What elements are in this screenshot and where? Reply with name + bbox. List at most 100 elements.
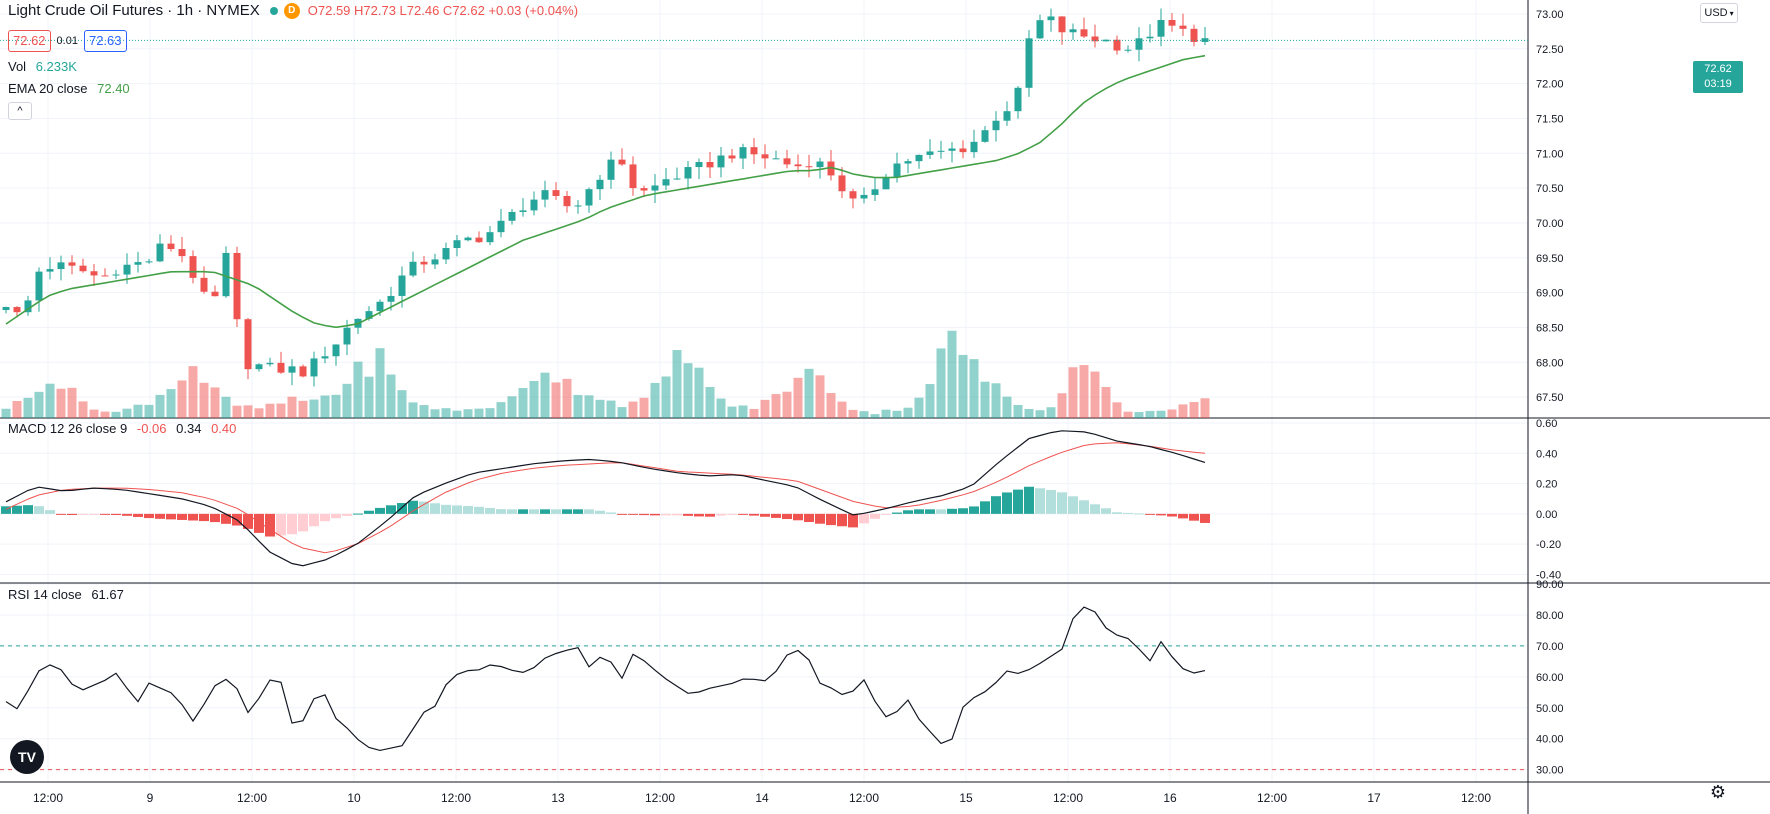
volume-bar (529, 380, 539, 418)
candle-body (651, 185, 659, 191)
volume-legend[interactable]: Vol 6.233K (8, 58, 83, 76)
volume-bar (617, 407, 627, 418)
volume-bar (562, 378, 572, 418)
candle-body (893, 163, 901, 177)
candle-body (827, 161, 835, 176)
rsi-legend[interactable]: RSI 14 close 61.67 (8, 586, 130, 604)
chevron-up-icon: ^ (17, 105, 23, 117)
candle-body (739, 147, 747, 159)
macd-histogram-bar (573, 509, 583, 514)
volume-bar (221, 396, 231, 418)
candle-body (431, 259, 439, 265)
candle-body (684, 167, 692, 179)
macd-histogram-bar (529, 509, 539, 514)
bid-ask-boxes: 72.62 0.01 72.63 (8, 30, 133, 52)
volume-bar (837, 401, 847, 418)
ask-price-box[interactable]: 72.63 (83, 30, 127, 52)
volume-bar (782, 391, 792, 418)
macd-histogram-bar (595, 510, 605, 514)
macd-histogram-bar (749, 513, 759, 516)
macd-histogram-bar (441, 504, 451, 514)
volume-bar (1079, 365, 1089, 418)
volume-bar (1024, 408, 1034, 418)
volume-bar (1178, 404, 1188, 418)
macd-histogram-bar (496, 509, 506, 514)
delayed-data-badge[interactable]: D (283, 3, 300, 19)
symbol-title[interactable]: Light Crude Oil Futures · 1h · NYMEX (8, 2, 260, 19)
macd-tick-label: 0.00 (1536, 509, 1557, 521)
candle-body (46, 269, 54, 272)
candle-body (167, 243, 175, 250)
macd-histogram-bar (386, 505, 396, 514)
macd-histogram-bar (925, 509, 935, 514)
macd-histogram-bar (914, 509, 924, 514)
candle-body (1091, 36, 1099, 42)
volume-bar (177, 380, 187, 418)
volume-bar (914, 397, 924, 418)
candle-body (101, 275, 109, 277)
macd-histogram-bar (727, 513, 737, 515)
gear-icon[interactable]: ⚙ (1709, 782, 1727, 802)
candle-body (90, 271, 98, 276)
candle-body (761, 154, 769, 159)
macd-histogram-bar (1068, 496, 1078, 514)
macd-histogram-bar (166, 513, 176, 520)
candle-body (420, 261, 428, 265)
macd-histogram-bar (991, 496, 1001, 514)
volume-bar (804, 368, 814, 418)
candle-body (871, 189, 879, 195)
currency-selector[interactable]: USD ▾ (1700, 3, 1738, 23)
candle-body (882, 176, 890, 190)
macd-histogram-bar (375, 507, 385, 514)
volume-bar (23, 397, 33, 418)
x-tick-label: 14 (755, 791, 769, 805)
macd-histogram-bar (650, 513, 660, 516)
x-tick-label: 12:00 (1257, 791, 1287, 805)
macd-histogram-bar (254, 513, 264, 533)
candle-body (453, 240, 461, 249)
volume-bar (100, 411, 110, 418)
macd-histogram-bar (100, 513, 110, 515)
volume-bar (980, 381, 990, 418)
macd-histogram-bar (485, 507, 495, 514)
volume-bar (1046, 407, 1056, 418)
volume-bar (298, 400, 308, 418)
price-tick-label: 71.00 (1536, 148, 1564, 160)
volume-bar (1035, 410, 1045, 418)
candle-body (244, 319, 252, 370)
macd-histogram-bar (89, 513, 99, 515)
candle-body (838, 175, 846, 192)
volume-bar (320, 395, 330, 418)
macd-histogram-bar (221, 513, 231, 524)
candle-body (948, 148, 956, 151)
macd-histogram-bar (518, 509, 528, 514)
tradingview-logo-icon[interactable]: TV (10, 740, 44, 774)
volume-bar (1002, 396, 1012, 418)
ema-legend[interactable]: EMA 20 close 72.40 (8, 80, 136, 98)
last-price-value: 72.62 (1704, 63, 1732, 75)
rsi-label: RSI 14 close (8, 587, 82, 602)
macd-histogram-bar (243, 513, 253, 529)
candle-body (662, 179, 670, 186)
candle-body (783, 158, 791, 165)
macd-histogram-bar (265, 513, 275, 537)
candle-body (156, 243, 164, 262)
candle-body (706, 161, 714, 168)
volume-bar (1, 408, 11, 418)
x-tick-label: 15 (959, 791, 973, 805)
macd-legend[interactable]: MACD 12 26 close 9 -0.06 0.34 0.40 (8, 420, 242, 438)
candle-body (189, 256, 197, 278)
collapse-legend-button[interactable]: ^ (8, 102, 32, 120)
volume-bar (848, 409, 858, 418)
bid-price-box[interactable]: 72.62 (8, 30, 51, 52)
macd-histogram-bar (1167, 513, 1177, 517)
candle-body (585, 189, 593, 206)
macd-histogram-bar (353, 513, 363, 515)
price-tick-label: 70.00 (1536, 218, 1564, 230)
volume-bar (584, 395, 594, 418)
candle-body (959, 148, 967, 153)
volume-label: Vol (8, 59, 27, 74)
macd-tick-label: 0.60 (1536, 418, 1557, 430)
candle-body (211, 291, 219, 297)
